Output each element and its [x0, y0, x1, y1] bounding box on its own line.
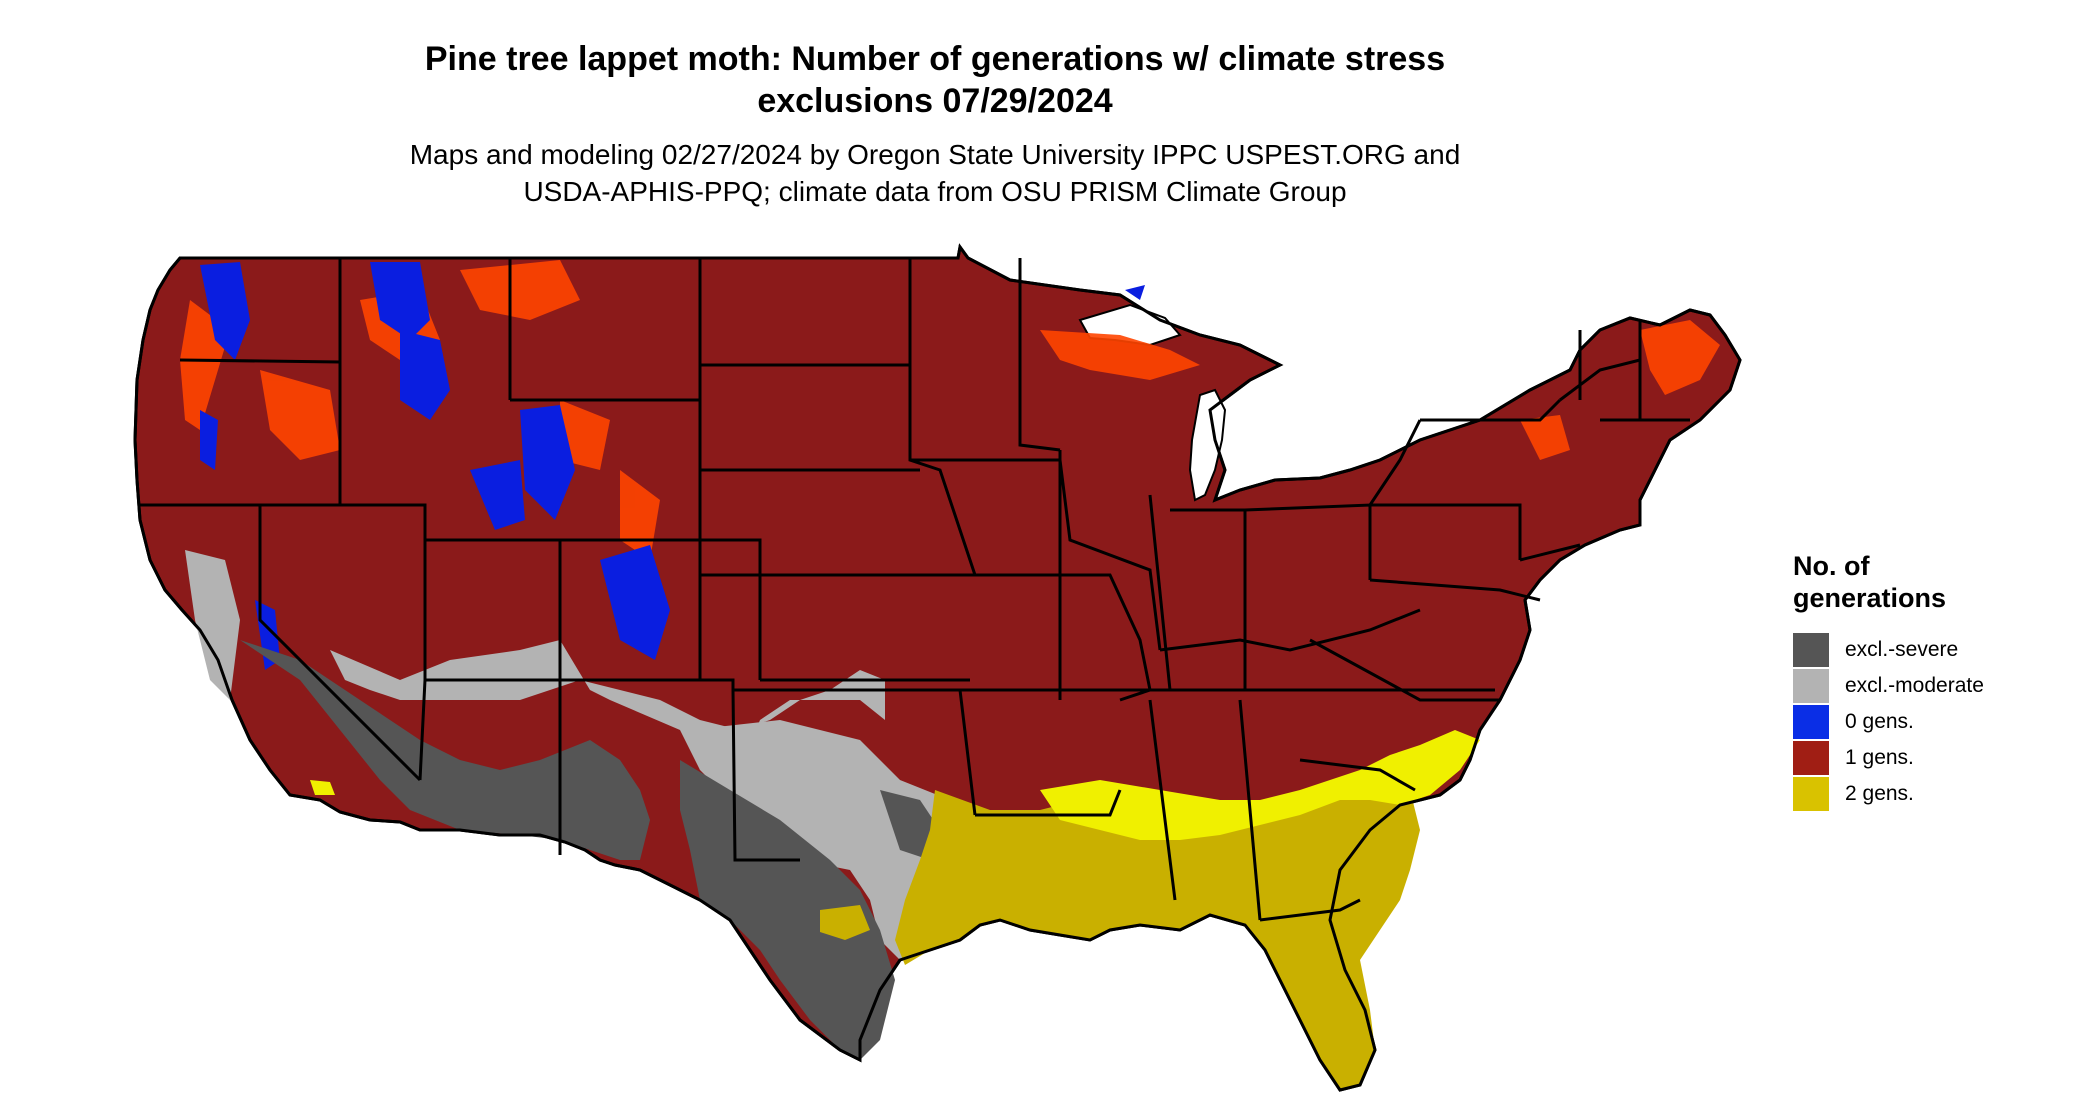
legend-item-excl-moderate: excl.-moderate: [1793, 668, 2093, 704]
legend-swatch: [1793, 705, 1829, 739]
two-gen-patch-texas: [820, 905, 870, 940]
legend: No. of generations excl.-severe excl.-mo…: [1793, 550, 2093, 812]
legend-swatch: [1793, 777, 1829, 811]
legend-label: 0 gens.: [1845, 710, 1914, 733]
lake-michigan: [1188, 388, 1227, 502]
legend-item-0-gens: 0 gens.: [1793, 704, 2093, 740]
legend-item-2-gens: 2 gens.: [1793, 776, 2093, 812]
legend-swatch: [1793, 633, 1829, 667]
map-title-line1: Pine tree lappet moth: Number of generat…: [424, 40, 1446, 78]
map-title-line2: exclusions 07/29/2024: [757, 82, 1113, 120]
state-borders: [138, 258, 1690, 922]
map-subtitle-line2: USDA-APHIS-PPQ; climate data from OSU PR…: [523, 176, 1347, 207]
legend-label: 2 gens.: [1845, 782, 1914, 805]
legend-title-line1: No. of: [1793, 551, 1870, 581]
two-gen-zone-gulf: [895, 770, 1420, 1090]
legend-swatch: [1793, 741, 1829, 775]
legend-item-excl-severe: excl.-severe: [1793, 632, 2093, 668]
us-landmass-1-gen: [133, 243, 1742, 1092]
two-gen-bright-band: [1040, 730, 1480, 840]
us-generation-map: [133, 243, 1742, 1092]
orange-patches: [180, 260, 1720, 560]
legend-label: 1 gens.: [1845, 746, 1914, 769]
legend-swatch: [1793, 669, 1829, 703]
map-subtitle-line1: Maps and modeling 02/27/2024 by Oregon S…: [409, 139, 1461, 170]
two-gen-patch-california: [310, 780, 335, 795]
legend-title-line2: generations: [1793, 583, 1947, 613]
legend-label: excl.-severe: [1845, 638, 1959, 661]
legend-item-1-gens: 1 gens.: [1793, 740, 2093, 776]
legend-items: excl.-severe excl.-moderate 0 gens. 1 ge…: [1793, 632, 2093, 812]
us-outline: [133, 243, 1742, 1092]
legend-label: excl.-moderate: [1845, 674, 1984, 697]
